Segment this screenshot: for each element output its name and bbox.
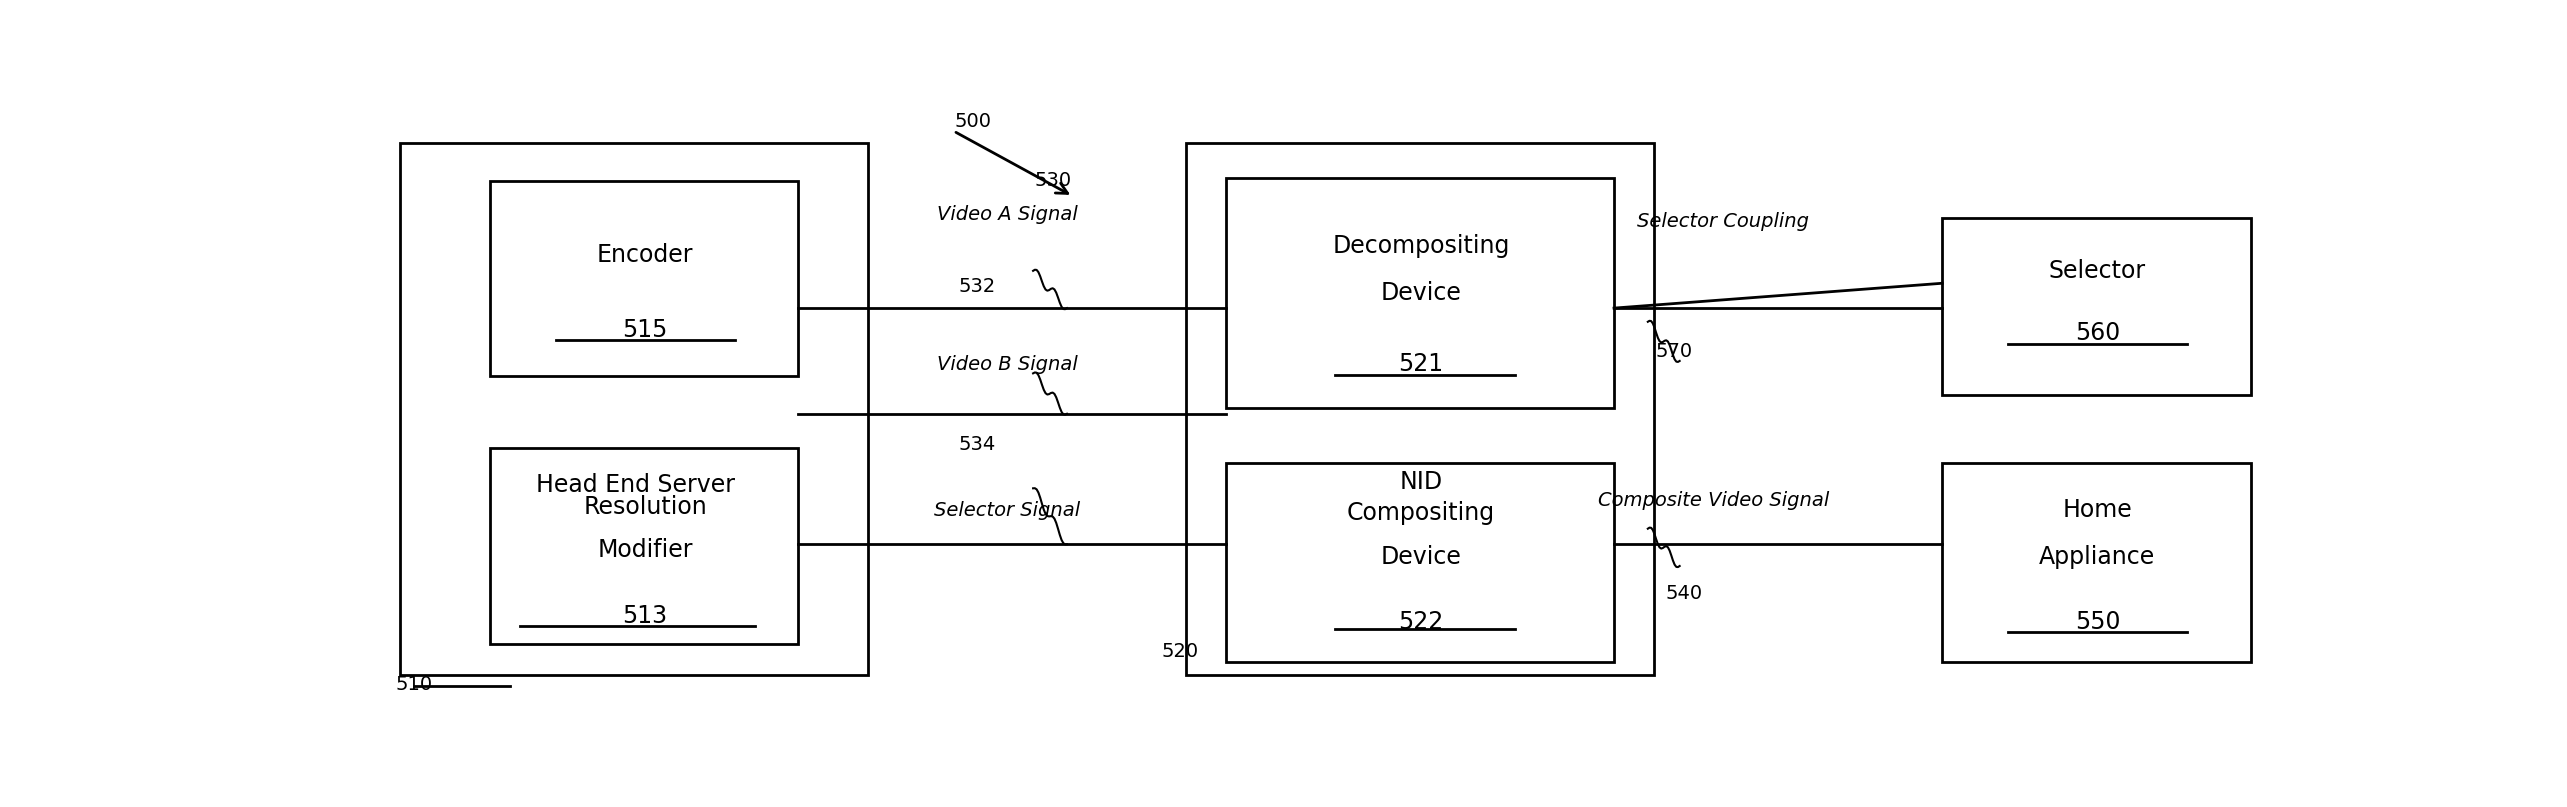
Bar — [400, 144, 868, 675]
Bar — [1186, 144, 1653, 675]
Text: Composite Video Signal: Composite Video Signal — [1597, 491, 1830, 510]
Text: 570: 570 — [1656, 342, 1692, 361]
Text: Video A Signal: Video A Signal — [937, 206, 1078, 224]
Text: 515: 515 — [621, 318, 667, 342]
Text: 560: 560 — [2074, 321, 2120, 345]
Text: 540: 540 — [1666, 584, 1702, 604]
Text: Compositing: Compositing — [1348, 501, 1494, 525]
Bar — [1943, 463, 2251, 663]
Text: NID: NID — [1399, 470, 1443, 494]
Text: 510: 510 — [395, 675, 434, 693]
Bar — [1227, 463, 1615, 663]
Bar — [490, 448, 798, 644]
Bar — [1943, 218, 2251, 395]
Text: Device: Device — [1381, 545, 1461, 569]
Text: 532: 532 — [957, 277, 996, 296]
Text: Appliance: Appliance — [2038, 545, 2156, 569]
Text: Selector: Selector — [2048, 259, 2146, 282]
Text: 500: 500 — [955, 112, 991, 132]
Text: 513: 513 — [624, 604, 667, 628]
Text: 522: 522 — [1399, 610, 1443, 634]
Text: Encoder: Encoder — [598, 243, 693, 267]
Text: Device: Device — [1381, 281, 1461, 304]
Text: Selector Signal: Selector Signal — [934, 500, 1081, 520]
Text: Resolution: Resolution — [583, 495, 706, 519]
Text: Head End Server: Head End Server — [537, 473, 734, 497]
Text: Home: Home — [2061, 498, 2133, 522]
Text: Selector Coupling: Selector Coupling — [1638, 211, 1810, 231]
Text: 521: 521 — [1399, 352, 1443, 376]
Text: Modifier: Modifier — [598, 538, 693, 562]
Text: Video B Signal: Video B Signal — [937, 354, 1078, 374]
Text: 520: 520 — [1163, 642, 1199, 661]
Text: Decompositing: Decompositing — [1332, 234, 1509, 258]
Text: 550: 550 — [2074, 610, 2120, 634]
Bar — [490, 181, 798, 376]
Text: 534: 534 — [957, 435, 996, 454]
Text: 530: 530 — [1035, 171, 1070, 190]
Bar — [1227, 178, 1615, 408]
